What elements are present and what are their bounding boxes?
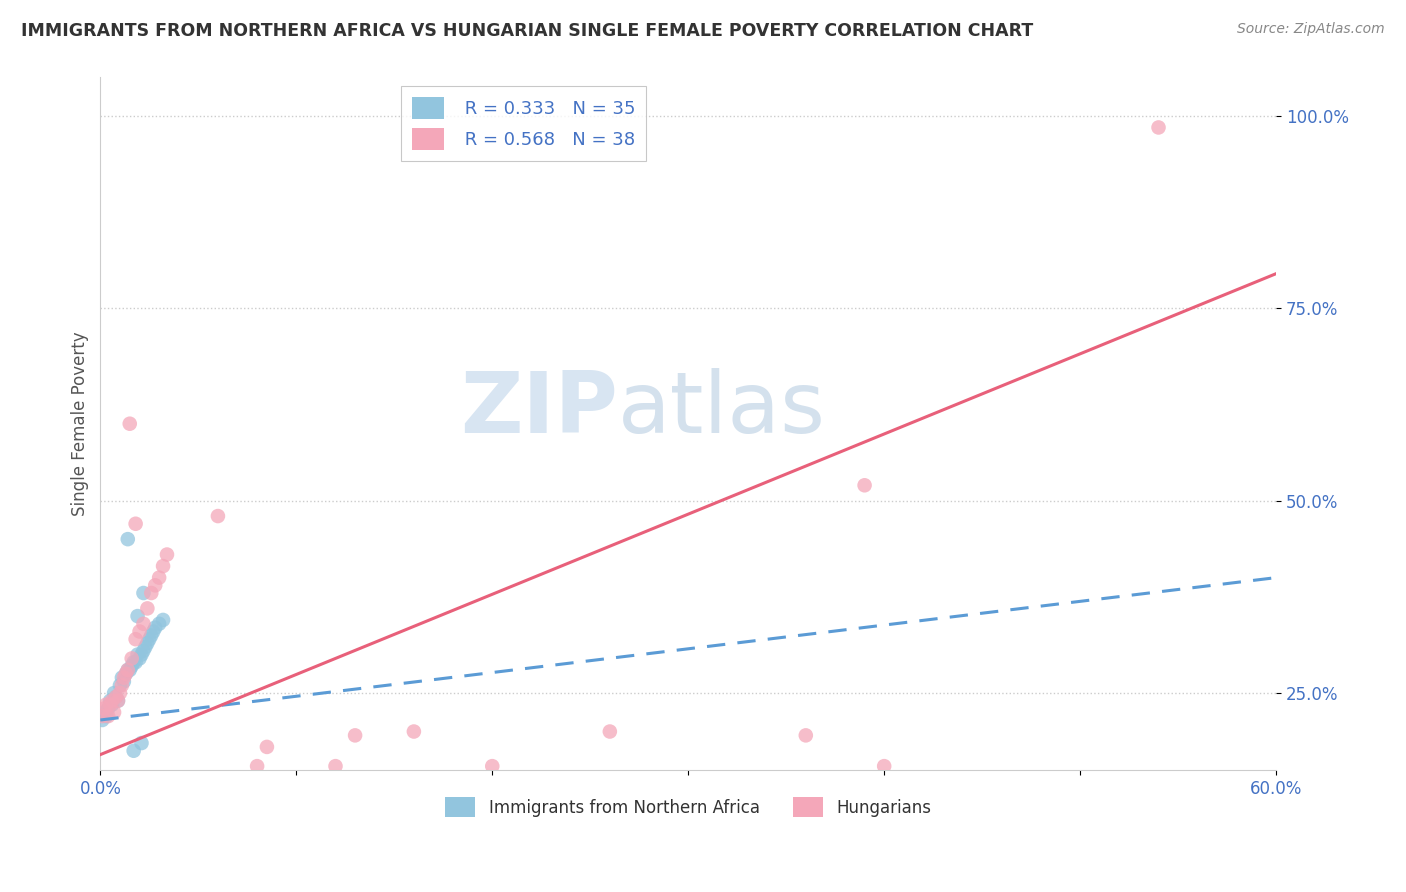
Point <box>108 686 131 700</box>
Point <box>143 578 166 592</box>
Point <box>344 728 367 742</box>
Point <box>127 648 149 662</box>
Point <box>91 713 114 727</box>
Point <box>124 632 146 647</box>
Point <box>481 759 503 773</box>
Text: IMMIGRANTS FROM NORTHERN AFRICA VS HUNGARIAN SINGLE FEMALE POVERTY CORRELATION C: IMMIGRANTS FROM NORTHERN AFRICA VS HUNGA… <box>21 22 1033 40</box>
Point <box>873 759 896 773</box>
Point <box>402 724 425 739</box>
Point <box>105 690 128 704</box>
Point <box>141 586 163 600</box>
Point <box>98 694 121 708</box>
Point <box>131 648 153 662</box>
Point <box>131 736 153 750</box>
Point <box>93 706 115 720</box>
Point <box>107 694 129 708</box>
Point <box>103 706 125 720</box>
Point <box>152 559 174 574</box>
Point <box>112 671 135 685</box>
Point <box>207 509 229 524</box>
Text: ZIP: ZIP <box>460 368 617 451</box>
Point <box>96 698 118 712</box>
Y-axis label: Single Female Poverty: Single Female Poverty <box>72 332 89 516</box>
Point <box>325 759 347 773</box>
Point <box>96 709 118 723</box>
Point <box>124 655 146 669</box>
Point <box>121 659 143 673</box>
Point <box>853 478 876 492</box>
Point <box>136 601 159 615</box>
Point <box>124 516 146 531</box>
Point <box>111 671 134 685</box>
Point <box>148 616 170 631</box>
Point <box>117 663 139 677</box>
Point <box>142 624 165 639</box>
Point <box>1147 120 1170 135</box>
Point <box>794 728 817 742</box>
Point <box>93 701 115 715</box>
Point <box>141 628 163 642</box>
Point <box>103 686 125 700</box>
Point <box>156 548 179 562</box>
Point <box>256 739 278 754</box>
Point <box>105 690 128 704</box>
Point <box>128 624 150 639</box>
Point <box>132 616 155 631</box>
Point <box>117 663 139 677</box>
Point <box>117 532 139 546</box>
Point <box>136 636 159 650</box>
Point <box>97 709 120 723</box>
Point <box>118 417 141 431</box>
Point <box>246 759 269 773</box>
Point <box>112 674 135 689</box>
Point <box>148 571 170 585</box>
Point <box>97 701 120 715</box>
Point <box>132 644 155 658</box>
Point <box>101 698 124 712</box>
Point <box>111 678 134 692</box>
Point <box>118 663 141 677</box>
Point <box>128 651 150 665</box>
Point <box>143 621 166 635</box>
Point <box>107 694 129 708</box>
Point <box>98 698 121 712</box>
Point <box>91 709 114 723</box>
Point <box>132 586 155 600</box>
Legend: Immigrants from Northern Africa, Hungarians: Immigrants from Northern Africa, Hungari… <box>439 790 938 824</box>
Text: Source: ZipAtlas.com: Source: ZipAtlas.com <box>1237 22 1385 37</box>
Point <box>138 632 160 647</box>
Point <box>114 666 136 681</box>
Point <box>152 613 174 627</box>
Text: atlas: atlas <box>617 368 825 451</box>
Point <box>114 666 136 681</box>
Point <box>121 651 143 665</box>
Point <box>127 609 149 624</box>
Point <box>134 640 156 654</box>
Point <box>122 655 145 669</box>
Point <box>101 694 124 708</box>
Point <box>599 724 621 739</box>
Point <box>108 678 131 692</box>
Point <box>122 744 145 758</box>
